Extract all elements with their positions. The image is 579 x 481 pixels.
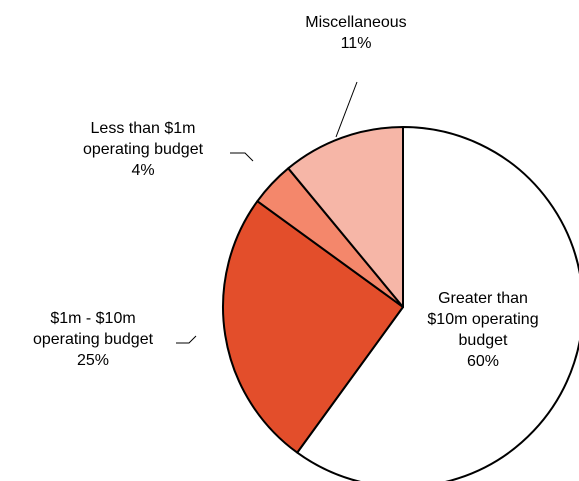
leader-line-1 [176, 335, 197, 344]
pie-slice-3 [287, 126, 404, 308]
leader-line-3 [335, 81, 358, 138]
leader-line-2 [230, 152, 254, 162]
slice-value-label-2: 4% [131, 162, 154, 179]
slice-label-0-line-0: Greater than [438, 290, 528, 307]
slice-label-2-line-1: operating budget [83, 141, 204, 158]
slice-label-1-line-0: $1m - $10m [50, 310, 135, 327]
slice-value-label-3: 11% [341, 35, 372, 52]
slice-label-2-line-0: Less than $1m [91, 120, 196, 137]
slice-value-label-0: 60% [467, 353, 499, 370]
slice-label-0-line-2: budget [459, 332, 508, 349]
slice-value-label-1: 25% [77, 352, 109, 369]
slice-label-3-line-0: Miscellaneous [305, 14, 406, 31]
pie-slice-1 [222, 200, 404, 454]
slice-label-1-line-1: operating budget [33, 331, 154, 348]
slice-label-0-line-1: $10m operating [427, 311, 538, 328]
pie-slice-0 [296, 126, 579, 481]
